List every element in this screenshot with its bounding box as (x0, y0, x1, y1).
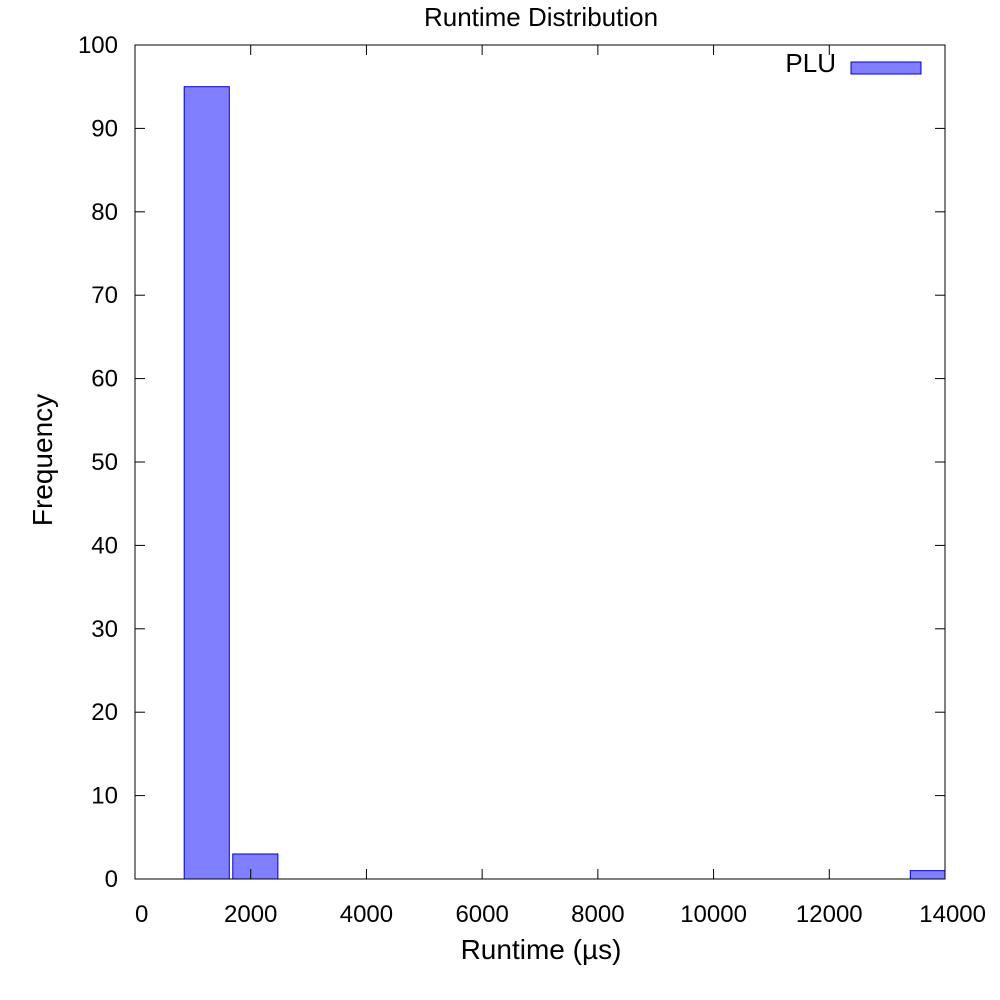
legend-swatch (850, 61, 922, 75)
y-tick-label: 100 (78, 32, 118, 59)
y-tick-label: 40 (91, 532, 118, 559)
bars-layer (183, 86, 946, 880)
legend: PLU (785, 48, 922, 78)
x-tick-label: 2000 (224, 901, 277, 928)
y-tick-label: 10 (91, 783, 118, 810)
x-tick-label: 6000 (455, 901, 508, 928)
y-tick-label: 70 (91, 282, 118, 309)
histogram-bar-2 (909, 870, 946, 880)
y-tick-label: 50 (91, 449, 118, 476)
y-tick-label: 30 (91, 616, 118, 643)
histogram-bar-1 (232, 853, 279, 880)
x-tick-label: 14000 (919, 901, 986, 928)
x-tick-label: 4000 (340, 901, 393, 928)
x-tick-label: 8000 (571, 901, 624, 928)
x-axis-label: Runtime (µs) (461, 934, 622, 965)
chart-title: Runtime Distribution (424, 2, 658, 32)
y-tick-label: 80 (91, 199, 118, 226)
ticks-layer: 0 10 20 30 40 50 60 70 80 90 100 0 2000 4000 6000 8000 1… (78, 32, 986, 928)
x-tick-label: 12000 (796, 901, 863, 928)
y-tick-label: 60 (91, 366, 118, 393)
histogram-bar-0 (183, 86, 230, 880)
x-tick-label: 10000 (680, 901, 747, 928)
legend-label: PLU (785, 48, 836, 78)
y-tick-label: 20 (91, 699, 118, 726)
x-tick-label: 0 (135, 901, 148, 928)
y-axis-label: Frequency (27, 394, 58, 526)
y-tick-label: 90 (91, 115, 118, 142)
plot-area-frame (134, 44, 946, 880)
y-tick-label: 0 (105, 866, 118, 893)
